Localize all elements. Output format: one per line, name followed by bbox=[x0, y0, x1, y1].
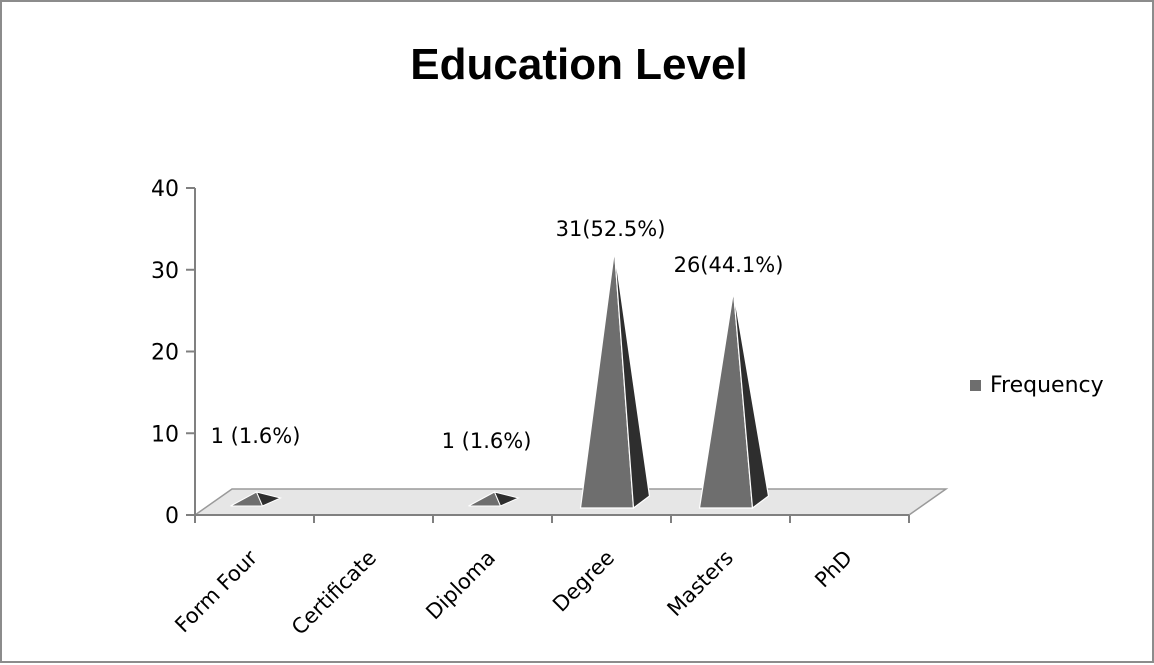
category-label: Degree bbox=[548, 546, 619, 617]
y-tick-label: 10 bbox=[151, 422, 179, 447]
bar-pyramid-side bbox=[732, 291, 770, 510]
legend-label: Frequency bbox=[990, 373, 1104, 398]
data-label: 1 (1.6%) bbox=[211, 424, 301, 448]
y-tick-label: 0 bbox=[165, 504, 179, 529]
data-label: 31(52.5%) bbox=[556, 217, 666, 241]
data-label: 26(44.1%) bbox=[674, 253, 784, 277]
legend-swatch bbox=[970, 380, 981, 391]
y-tick-label: 30 bbox=[151, 259, 179, 284]
category-label: Certificate bbox=[287, 546, 381, 640]
bar-pyramid-side bbox=[255, 491, 283, 507]
category-label: PhD bbox=[810, 546, 857, 593]
legend: Frequency bbox=[970, 373, 1104, 398]
bar-pyramid-side bbox=[493, 491, 521, 507]
y-tick-label: 40 bbox=[151, 177, 179, 202]
bar-pyramid-side bbox=[613, 250, 651, 510]
chart-title: Education Level bbox=[410, 40, 748, 89]
category-label: Form Four bbox=[170, 545, 262, 637]
y-tick-label: 20 bbox=[151, 341, 179, 366]
data-label: 1 (1.6%) bbox=[442, 429, 532, 453]
category-label: Diploma bbox=[421, 546, 500, 625]
category-label: Masters bbox=[663, 546, 738, 621]
floor-plane bbox=[192, 488, 949, 516]
